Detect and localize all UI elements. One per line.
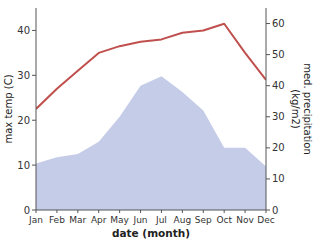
y2-tick — [266, 23, 270, 24]
y2-axis-label: med. precipitation(kg/m2) — [290, 63, 313, 155]
x-tick — [224, 210, 225, 213]
y2-tick — [266, 178, 270, 179]
x-axis-line — [36, 210, 266, 211]
left-axis-line — [36, 8, 37, 210]
x-tick-label: Jan — [28, 215, 43, 225]
y2-tick-label: 40 — [272, 80, 285, 91]
x-tick — [266, 210, 267, 213]
x-tick — [77, 210, 78, 213]
x-tick-label: Aug — [174, 215, 192, 225]
y-axis-label: max temp (C) — [3, 74, 14, 143]
y2-tick — [266, 85, 270, 86]
x-tick-label: Sep — [195, 215, 212, 225]
y-tick-label: 20 — [17, 115, 30, 126]
y2-axis-label-line: med. precipitation — [302, 63, 313, 155]
y2-tick — [266, 147, 270, 148]
x-tick — [203, 210, 204, 213]
x-tick — [182, 210, 183, 213]
y-tick — [32, 165, 36, 166]
y-tick-label: 10 — [17, 160, 30, 171]
x-tick — [36, 210, 37, 213]
y-tick-label: 40 — [17, 25, 30, 36]
y-tick-label: 30 — [17, 70, 30, 81]
y2-tick-label: 60 — [272, 18, 285, 29]
y-tick — [32, 120, 36, 121]
y2-tick-label: 20 — [272, 142, 285, 153]
x-tick-label: May — [110, 215, 129, 225]
x-tick — [98, 210, 99, 213]
plot-area — [36, 24, 266, 210]
y2-tick-label: 10 — [272, 173, 285, 184]
y-tick — [32, 30, 36, 31]
x-tick-label: Jul — [155, 215, 167, 225]
x-tick-label: Dec — [257, 215, 274, 225]
x-axis-label: date (month) — [112, 227, 190, 239]
x-tick-label: Oct — [216, 215, 232, 225]
right-axis-line — [266, 8, 267, 210]
y-tick-label: 0 — [24, 205, 30, 216]
x-tick-label: Feb — [49, 215, 65, 225]
y-tick — [32, 210, 36, 211]
precipitation-area — [36, 76, 266, 210]
y2-tick — [266, 210, 270, 211]
y2-tick — [266, 54, 270, 55]
y2-tick-label: 30 — [272, 111, 285, 122]
y2-axis-label-line: (kg/m2) — [290, 89, 301, 129]
x-tick — [161, 210, 162, 213]
x-tick-label: Apr — [91, 215, 107, 225]
x-tick — [140, 210, 141, 213]
chart: 0 10 20 30 40 0 10 20 30 40 50 60 Jan Feb Mar AprMay Jun… — [0, 0, 318, 242]
y2-tick — [266, 116, 270, 117]
x-tick-label: Nov — [236, 215, 254, 225]
temperature-line — [36, 24, 266, 109]
y2-tick-label: 0 — [272, 205, 278, 216]
x-tick-label: Mar — [69, 215, 86, 225]
y-tick — [32, 75, 36, 76]
x-tick — [245, 210, 246, 213]
x-tick — [119, 210, 120, 213]
y2-tick-label: 50 — [272, 49, 285, 60]
x-tick-label: Jun — [133, 215, 148, 225]
x-tick — [56, 210, 57, 213]
